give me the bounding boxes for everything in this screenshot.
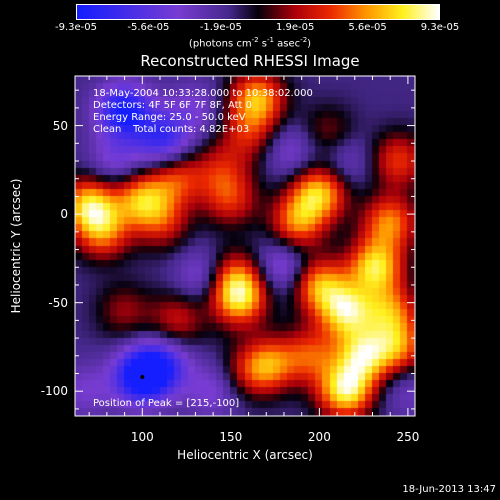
time-range-label: 18-May-2004 10:33:28.000 to 10:38:02.000 bbox=[93, 88, 313, 99]
units-exponent: -2 bbox=[251, 36, 259, 44]
units-exponent: -2 bbox=[300, 36, 308, 44]
detectors-label: Detectors: 4F 5F 6F 7F 8F, Att 0 bbox=[93, 100, 253, 111]
units-part: ) bbox=[307, 38, 312, 50]
y-tick-label: 0 bbox=[60, 207, 68, 222]
y-tick-label: 50 bbox=[52, 118, 68, 133]
colorbar-units: (photons cm-2 s-1 asec-2) bbox=[0, 36, 500, 49]
y-tick-label: -100 bbox=[40, 384, 68, 399]
colorbar-tick-label: 1.9e-05 bbox=[275, 22, 315, 33]
y-tick-label: -50 bbox=[48, 295, 68, 310]
colorbar-tick-label: 5.6e-05 bbox=[348, 22, 387, 33]
plot-area: 18-May-2004 10:33:28.000 to 10:38:02.000… bbox=[75, 76, 415, 416]
x-axis-label: Heliocentric X (arcsec) bbox=[177, 448, 313, 462]
units-exponent: -1 bbox=[267, 36, 274, 44]
colorbar-tick-label: 9.3e-05 bbox=[420, 22, 460, 33]
units-part: asec bbox=[274, 38, 301, 50]
total-counts-label: Total counts: 4.82E+03 bbox=[133, 124, 250, 135]
timestamp: 18-Jun-2013 13:47 bbox=[402, 484, 496, 495]
x-tick-label: 200 bbox=[307, 430, 331, 444]
chart-title: Reconstructed RHESSI Image bbox=[140, 52, 360, 70]
colorbar-tick-label: -5.6e-05 bbox=[127, 22, 170, 33]
colorbar-tick-label: -9.3e-05 bbox=[55, 22, 97, 33]
x-tick-label: 250 bbox=[396, 430, 420, 444]
y-axis-label: Heliocentric Y (arcsec) bbox=[9, 178, 23, 314]
colorbar bbox=[76, 4, 440, 20]
energy-range-label: Energy Range: 25.0 - 50.0 keV bbox=[93, 112, 246, 123]
units-part: s bbox=[258, 38, 268, 50]
colorbar-tick-label: -1.9e-05 bbox=[199, 22, 242, 33]
x-tick-label: 100 bbox=[130, 430, 154, 444]
units-part: (photons cm bbox=[188, 38, 252, 50]
clean-label: Clean bbox=[93, 124, 122, 135]
x-tick-label: 150 bbox=[219, 430, 243, 444]
peak-position-label: Position of Peak = [215,-100] bbox=[93, 398, 240, 409]
colorbar-gradient bbox=[77, 5, 439, 19]
